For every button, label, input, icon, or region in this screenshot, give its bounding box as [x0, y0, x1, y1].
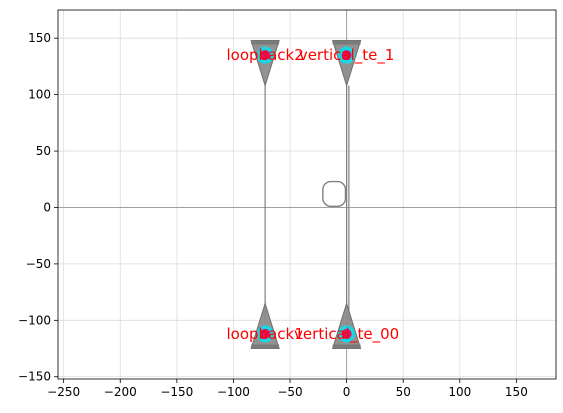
x-tick-label: 50 [396, 385, 411, 399]
port-marker-dot [341, 50, 352, 61]
y-tick-label: 50 [36, 144, 51, 158]
ports [250, 39, 362, 350]
x-tick-label: −100 [217, 385, 250, 399]
y-tick-label: 100 [28, 88, 51, 102]
port-label: vertical_te_00 [294, 325, 399, 344]
grid [58, 10, 556, 379]
port-marker-dot [260, 328, 271, 339]
plot-frame [57, 9, 557, 380]
port-label: vertical_te_1 [299, 46, 395, 65]
x-tick-label: −250 [47, 385, 80, 399]
port-label: loopback2 [227, 46, 304, 64]
x-tick-label: −150 [160, 385, 193, 399]
x-tick-label: −200 [104, 385, 137, 399]
waveguides [264, 85, 350, 324]
grating-coupler-edge [332, 40, 361, 45]
axis-ticks: −250 −200 −150 −100 −50 0 50 100 150 −150 −100 −50 0… [18, 31, 528, 399]
y-tick-label: 0 [43, 200, 51, 214]
port-label: loopback1 [227, 325, 304, 343]
y-tick-label: 150 [28, 31, 51, 45]
x-tick-label: 100 [448, 385, 471, 399]
x-tick-label: −50 [277, 385, 302, 399]
y-tick-label: −150 [18, 370, 51, 384]
port-marker-dot [260, 50, 271, 61]
x-tick-label: 0 [343, 385, 351, 399]
grating-coupler-edge [251, 344, 280, 349]
grating-coupler-edge [251, 40, 280, 45]
y-tick-label: −100 [18, 313, 51, 327]
y-tick-label: −50 [26, 257, 51, 271]
x-tick-label: 150 [505, 385, 528, 399]
waveguide-loop [322, 180, 347, 208]
zero-axis-lines [58, 10, 556, 379]
grating-coupler-edge [332, 344, 361, 349]
port-marker-dot [341, 328, 352, 339]
